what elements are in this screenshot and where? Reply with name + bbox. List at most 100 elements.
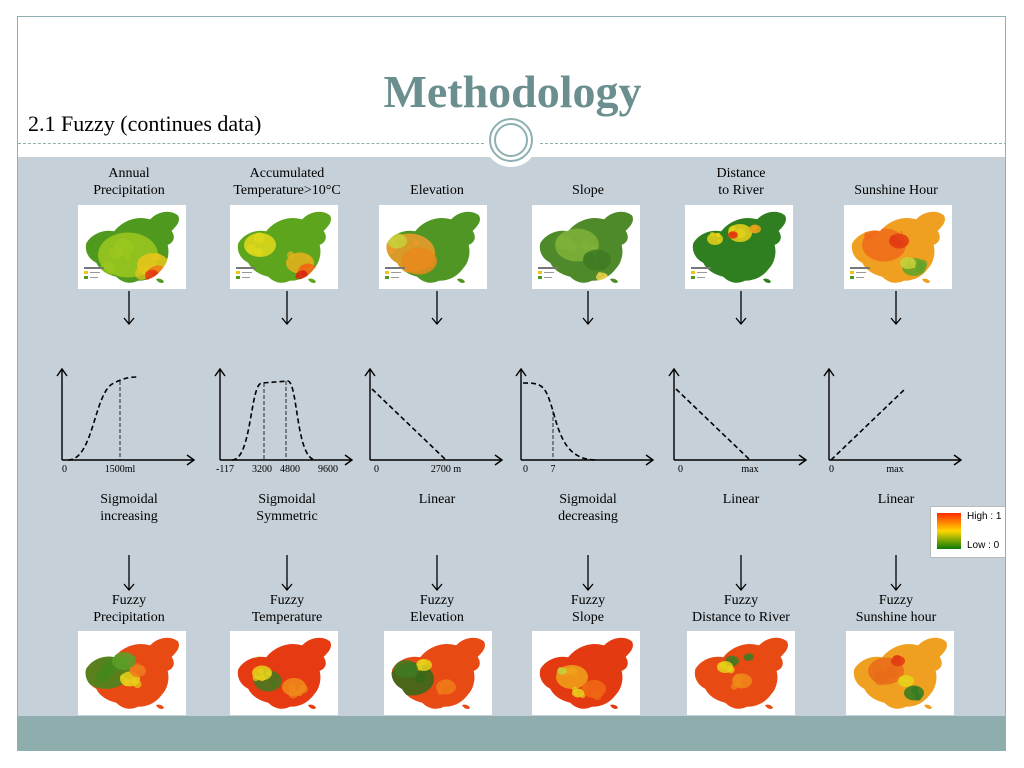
fuzzy-label-temp-line: Temperature	[251, 610, 323, 625]
fuzzy-slope-map-icon	[532, 631, 640, 715]
input-label-elev: Elevation	[362, 182, 512, 199]
down-arrow-icon	[889, 555, 903, 592]
tick-label: max	[741, 464, 758, 475]
function-label-river-line: Linear	[722, 492, 760, 507]
input-label-temp-line: Temperature>10°C	[233, 183, 341, 198]
down-arrow-icon	[122, 291, 136, 326]
footer-band	[18, 716, 1005, 750]
fuzzy-label-elev-line: Elevation	[410, 610, 464, 625]
fuzzy-label-elev-line: Fuzzy	[419, 593, 455, 608]
input-label-precip-line: Annual	[108, 166, 150, 181]
function-label-slope-line: Sigmoidal	[559, 492, 617, 507]
down-arrow-icon	[581, 291, 595, 326]
elevation-map-icon	[379, 205, 487, 289]
curve-path	[67, 376, 139, 461]
membership-function-river: 0 max	[666, 361, 816, 481]
input-label-river: Distance to River	[666, 165, 816, 199]
membership-function-temp: -117 3200 4800 9600	[212, 361, 362, 481]
down-arrow-icon	[430, 555, 444, 592]
membership-function-sun: 0 max	[821, 361, 971, 481]
tick-label: 1500ml	[105, 464, 136, 475]
tick-label: 7	[551, 464, 556, 475]
fuzzy-legend: High : 1 Low : 0	[930, 506, 1005, 558]
tick-label: 0	[523, 464, 528, 475]
tick-label: 0	[829, 464, 834, 475]
tick-label: 0	[678, 464, 683, 475]
function-label-precip-line: increasing	[100, 509, 158, 524]
legend-high-label: High : 1	[967, 511, 1002, 522]
river-distance-map-icon	[685, 205, 793, 289]
tick-label: 2700 m	[431, 464, 462, 475]
curve-path	[231, 380, 317, 461]
function-label-temp-line: Sigmoidal	[258, 492, 316, 507]
header-divider-right	[540, 143, 1005, 144]
input-label-river-line: to River	[718, 183, 764, 198]
tick-label: max	[886, 464, 903, 475]
input-label-elev-line: Elevation	[410, 183, 464, 198]
function-label-river: Linear	[666, 491, 816, 508]
fuzzy-temperature-map-icon	[230, 631, 338, 715]
curve-path	[830, 388, 906, 461]
curve-path	[371, 388, 447, 461]
fuzzy-label-temp-line: Fuzzy	[269, 593, 305, 608]
fuzzy-precipitation-map-icon	[78, 631, 186, 715]
input-label-precip-line: Precipitation	[93, 183, 165, 198]
fuzzy-label-sun-line: Sunshine hour	[855, 610, 937, 625]
fuzzy-river-distance-map-icon	[687, 631, 795, 715]
input-label-river-line: Distance	[716, 166, 766, 181]
function-label-elev-line: Linear	[418, 492, 456, 507]
precipitation-map-icon	[78, 205, 186, 289]
function-label-precip-line: Sigmoidal	[100, 492, 158, 507]
function-label-precip: Sigmoidal increasing	[54, 491, 204, 525]
function-label-sun-line: Linear	[877, 492, 915, 507]
fuzzy-label-slope: Fuzzy Slope	[513, 592, 663, 626]
slide-title: Methodology	[383, 66, 642, 117]
ornament-inner-ring-icon	[494, 123, 528, 157]
fuzzy-label-slope-line: Fuzzy	[570, 593, 606, 608]
fuzzy-label-river-line: Distance to River	[692, 610, 790, 625]
tick-label: 0	[374, 464, 379, 475]
slide-subtitle: 2.1 Fuzzy (continues data)	[28, 111, 262, 136]
function-label-slope-line: decreasing	[558, 509, 618, 524]
input-label-temp-line: Accumulated	[249, 166, 325, 181]
function-label-sun: Linear	[821, 491, 971, 508]
fuzzy-label-river: Fuzzy Distance to River	[666, 592, 816, 626]
down-arrow-icon	[734, 555, 748, 592]
curve-path	[675, 388, 751, 461]
function-label-slope: Sigmoidal decreasing	[513, 491, 663, 525]
input-label-sun: Sunshine Hour	[821, 182, 971, 199]
fuzzy-elevation-map-icon	[384, 631, 492, 715]
input-label-slope-line: Slope	[572, 183, 604, 198]
tick-label: -117	[216, 464, 234, 475]
function-label-elev: Linear	[362, 491, 512, 508]
function-label-temp: Sigmoidal Symmetric	[212, 491, 362, 525]
fuzzy-label-sun-line: Fuzzy	[878, 593, 914, 608]
down-arrow-icon	[122, 555, 136, 592]
fuzzy-label-precip: Fuzzy Precipitation	[54, 592, 204, 626]
fuzzy-label-precip-line: Precipitation	[93, 610, 165, 625]
tick-label: 9600	[318, 464, 338, 475]
down-arrow-icon	[889, 291, 903, 326]
input-label-precip: Annual Precipitation	[54, 165, 204, 199]
fuzzy-label-sun: Fuzzy Sunshine hour	[821, 592, 971, 626]
header-divider-left	[18, 143, 484, 144]
down-arrow-icon	[430, 291, 444, 326]
tick-label: 4800	[280, 464, 300, 475]
down-arrow-icon	[581, 555, 595, 592]
fuzzy-label-slope-line: Slope	[572, 610, 604, 625]
down-arrow-icon	[280, 291, 294, 326]
legend-low-label: Low : 0	[967, 540, 1000, 551]
membership-function-precip: 0 1500ml	[54, 361, 204, 481]
membership-function-elev: 0 2700 m	[362, 361, 512, 481]
slide: Methodology 2.1 Fuzzy (continues data) A…	[17, 16, 1006, 751]
tick-label: 3200	[252, 464, 272, 475]
input-label-sun-line: Sunshine Hour	[854, 183, 938, 198]
legend-gradient-bar	[937, 513, 961, 549]
down-arrow-icon	[280, 555, 294, 592]
tick-label: 0	[62, 464, 67, 475]
input-label-temp: Accumulated Temperature>10°C	[212, 165, 362, 199]
slope-map-icon	[532, 205, 640, 289]
sunshine-map-icon	[844, 205, 952, 289]
curve-path	[522, 382, 598, 461]
